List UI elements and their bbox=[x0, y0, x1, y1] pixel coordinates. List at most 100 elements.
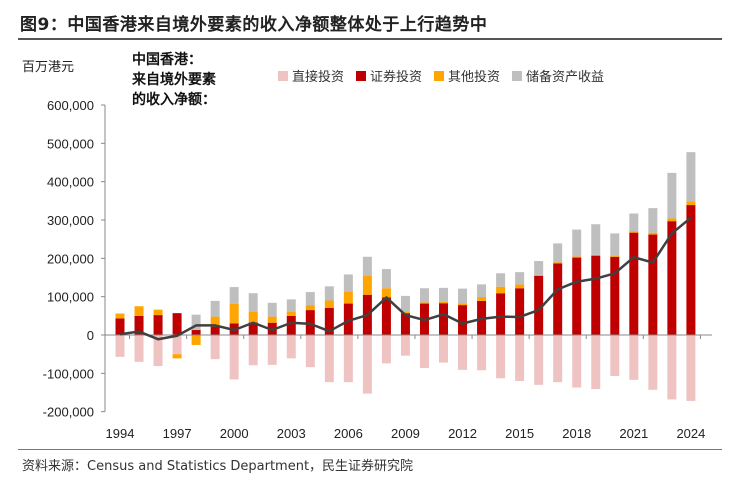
legend-label: 其他投资 bbox=[448, 70, 501, 85]
bar-1994 bbox=[115, 313, 125, 319]
bar-2024 bbox=[686, 205, 696, 335]
bar-2015 bbox=[515, 284, 525, 289]
y-tick-label: 600,000 bbox=[47, 98, 94, 113]
source-note: 资料来源：Census and Statistics Department，民生… bbox=[22, 459, 414, 474]
x-tick-label: 2012 bbox=[448, 426, 477, 441]
footer-divider bbox=[18, 449, 722, 450]
y-tick-label: 300,000 bbox=[47, 213, 94, 228]
bar-2009 bbox=[400, 295, 410, 312]
bar-2024 bbox=[686, 335, 696, 401]
bar-2019 bbox=[591, 335, 601, 390]
bar-2016 bbox=[534, 275, 544, 335]
legend-swatch bbox=[512, 70, 523, 81]
bar-2008 bbox=[381, 288, 391, 298]
bar-2015 bbox=[515, 288, 525, 335]
bar-2012 bbox=[458, 335, 468, 370]
bar-2024 bbox=[686, 201, 696, 206]
bar-1998 bbox=[191, 314, 201, 331]
x-tick-label: 2000 bbox=[220, 426, 249, 441]
bar-2014 bbox=[496, 335, 506, 379]
bar-1999 bbox=[210, 335, 220, 360]
bar-2006 bbox=[343, 303, 353, 335]
y-tick-label: 100,000 bbox=[47, 290, 94, 305]
chart-title: 图9：中国香港来自境外要素的收入净额整体处于上行趋势中 bbox=[20, 15, 488, 35]
annotation-line: 的收入净额： bbox=[132, 92, 216, 108]
bar-2021 bbox=[629, 231, 639, 233]
net-income-line bbox=[119, 216, 692, 341]
x-tick-label: 1997 bbox=[163, 426, 192, 441]
bar-2012 bbox=[458, 303, 468, 306]
bar-2021 bbox=[629, 232, 639, 335]
bar-2019 bbox=[591, 224, 601, 255]
bar-2015 bbox=[515, 335, 525, 381]
bar-2019 bbox=[591, 255, 601, 335]
bar-2011 bbox=[439, 335, 449, 363]
bar-2007 bbox=[362, 256, 372, 276]
bar-2007 bbox=[362, 335, 372, 394]
legend-label: 证券投资 bbox=[370, 70, 423, 85]
y-tick-label: 500,000 bbox=[47, 136, 94, 151]
bar-2001 bbox=[248, 335, 258, 366]
x-tick-label: 2006 bbox=[334, 426, 363, 441]
bar-2005 bbox=[324, 335, 334, 383]
x-tick-label: 2024 bbox=[676, 426, 705, 441]
bar-1998 bbox=[191, 330, 201, 335]
bar-2022 bbox=[648, 234, 658, 335]
y-axis-unit: 百万港元 bbox=[22, 60, 75, 75]
bar-2003 bbox=[286, 335, 296, 359]
x-tick-label: 2021 bbox=[619, 426, 648, 441]
bar-1999 bbox=[210, 326, 220, 335]
bar-1996 bbox=[153, 335, 163, 367]
bar-2018 bbox=[572, 229, 582, 257]
bar-2024 bbox=[686, 152, 696, 202]
bar-2006 bbox=[343, 335, 353, 383]
legend-item: 储备资产收益 bbox=[512, 66, 604, 85]
bar-2017 bbox=[553, 262, 563, 264]
bar-2010 bbox=[419, 335, 429, 368]
bar-2003 bbox=[286, 312, 296, 316]
bar-2001 bbox=[248, 293, 258, 312]
bar-2000 bbox=[229, 335, 239, 380]
x-tick-label: 2018 bbox=[562, 426, 591, 441]
y-tick-label: -200,000 bbox=[43, 405, 94, 420]
legend-item: 直接投资 bbox=[278, 66, 344, 85]
annotation-line: 中国香港： bbox=[132, 52, 202, 68]
bar-2023 bbox=[667, 218, 677, 222]
bar-2018 bbox=[572, 256, 582, 258]
bar-2014 bbox=[496, 273, 506, 287]
bar-2013 bbox=[477, 284, 487, 298]
bar-1994 bbox=[115, 335, 125, 357]
bar-2007 bbox=[362, 275, 372, 295]
bar-2021 bbox=[629, 335, 639, 380]
bar-2017 bbox=[553, 243, 563, 263]
bar-2008 bbox=[381, 269, 391, 289]
bar-2018 bbox=[572, 335, 582, 388]
bar-2013 bbox=[477, 335, 487, 371]
legend: 直接投资 证券投资 其他投资 储备资产收益 bbox=[278, 66, 604, 85]
bar-2002 bbox=[267, 316, 277, 323]
bar-1998 bbox=[191, 335, 201, 345]
bar-2017 bbox=[553, 263, 563, 335]
bar-2006 bbox=[343, 274, 353, 292]
bar-2009 bbox=[400, 311, 410, 314]
bar-1997 bbox=[172, 354, 182, 359]
bar-2023 bbox=[667, 172, 677, 219]
bar-1995 bbox=[134, 315, 144, 335]
legend-item: 证券投资 bbox=[356, 66, 422, 85]
legend-label: 储备资产收益 bbox=[526, 70, 605, 85]
annotation-line: 来自境外要素 bbox=[132, 72, 216, 88]
bar-2011 bbox=[439, 303, 449, 335]
bar-2012 bbox=[458, 305, 468, 335]
bar-2003 bbox=[286, 315, 296, 335]
bar-2011 bbox=[439, 301, 449, 304]
bar-2012 bbox=[458, 288, 468, 304]
bar-1994 bbox=[115, 318, 125, 335]
bar-2008 bbox=[381, 335, 391, 364]
bar-2004 bbox=[305, 335, 315, 368]
bar-1999 bbox=[210, 300, 220, 317]
bar-2009 bbox=[400, 313, 410, 335]
bar-2005 bbox=[324, 307, 334, 335]
bar-2018 bbox=[572, 257, 582, 335]
bar-2004 bbox=[305, 310, 315, 335]
